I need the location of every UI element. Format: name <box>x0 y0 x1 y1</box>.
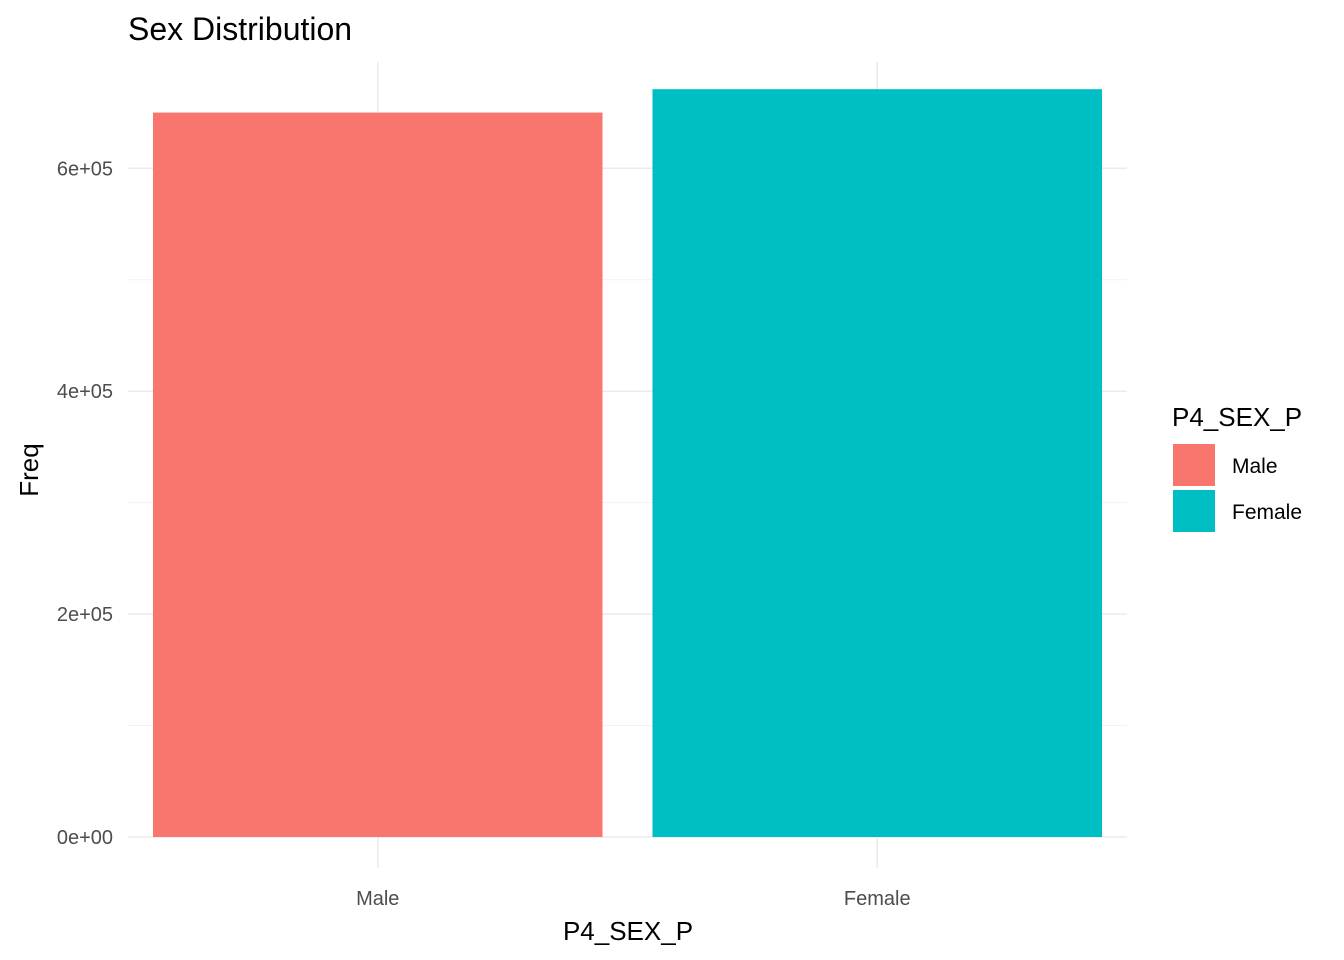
legend-key-male <box>1173 444 1215 486</box>
legend-label-male: Male <box>1232 455 1278 478</box>
x-axis-title: P4_SEX_P <box>563 916 693 946</box>
chart-title: Sex Distribution <box>128 11 352 47</box>
y-tick-label: 4e+05 <box>57 381 113 403</box>
y-axis-title: Freq <box>14 443 44 496</box>
legend-key-female <box>1173 490 1215 532</box>
y-tick-label: 0e+00 <box>57 827 113 849</box>
bar-female <box>652 89 1103 838</box>
bar-male <box>152 112 603 837</box>
x-tick-label: Female <box>844 888 911 910</box>
legend-title: P4_SEX_P <box>1172 402 1302 432</box>
x-tick-label: Male <box>356 888 399 910</box>
x-axis-ticks: Male Female <box>356 888 911 910</box>
y-tick-label: 2e+05 <box>57 604 113 626</box>
legend-label-female: Female <box>1232 501 1302 524</box>
y-axis-ticks: 0e+00 2e+05 4e+05 6e+05 <box>57 158 113 849</box>
bars <box>152 89 1103 838</box>
y-tick-label: 6e+05 <box>57 158 113 180</box>
legend: P4_SEX_P Male Female <box>1172 402 1302 532</box>
